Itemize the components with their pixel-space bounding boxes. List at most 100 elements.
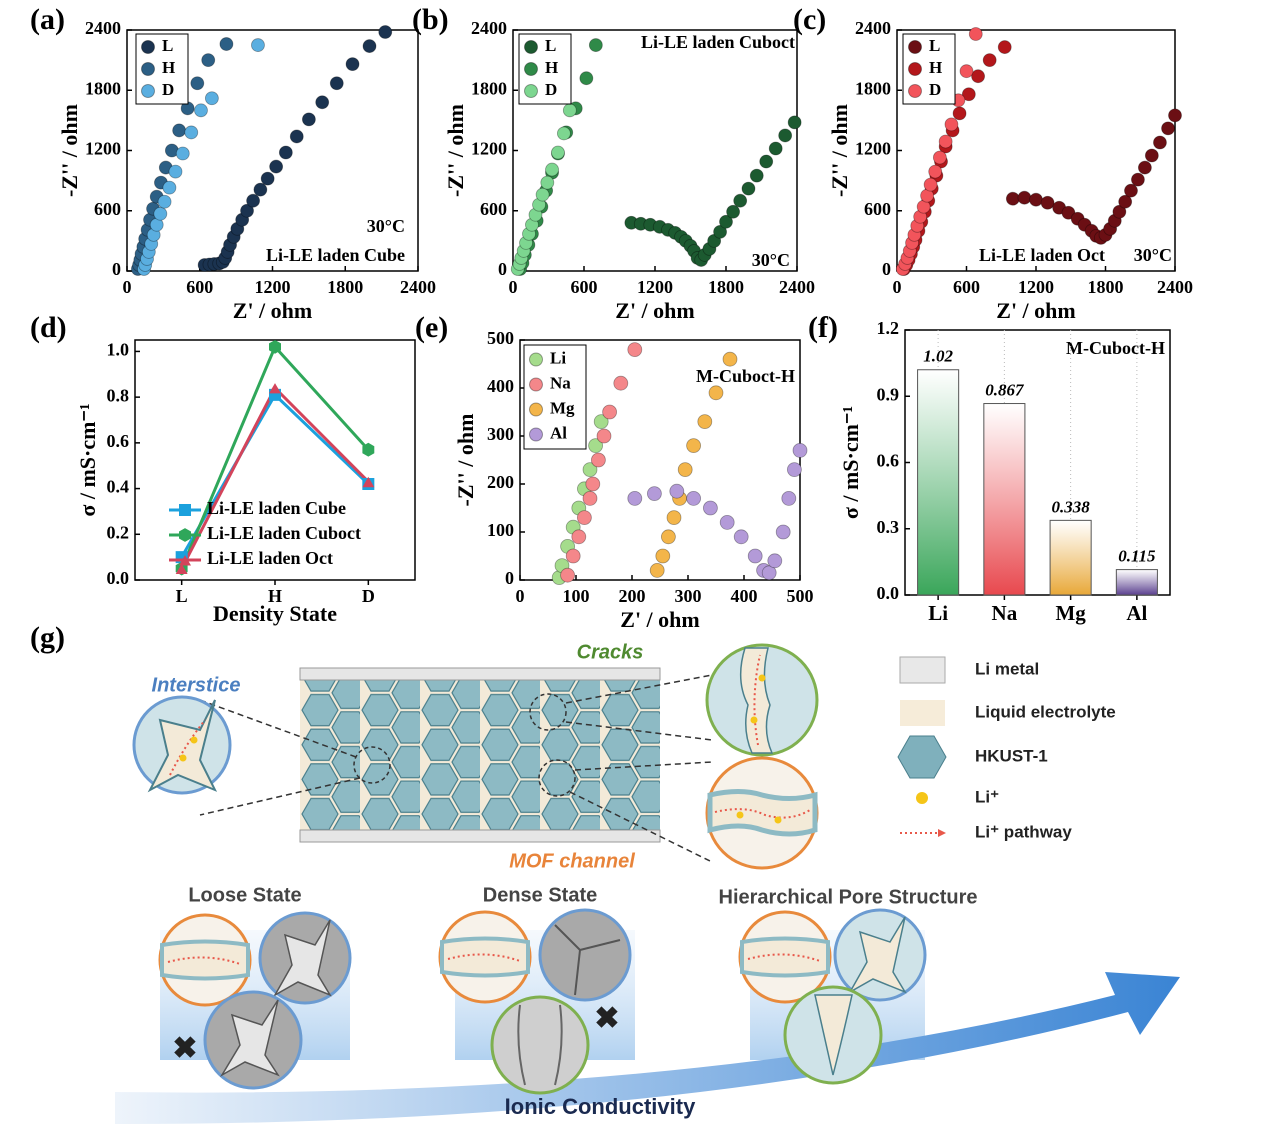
data-point xyxy=(582,462,598,478)
x-tick-label: 300 xyxy=(675,586,702,606)
y-tick-label: 0 xyxy=(882,259,891,279)
states: Loose State Dense State Hierarchical Por… xyxy=(115,884,1180,1125)
connector xyxy=(574,761,713,771)
data-point xyxy=(362,442,375,457)
chart-panel: (d) 0.0 0.2 0.4 0.6 0.8 1.0 L H D Density State σ /… xyxy=(30,311,416,626)
crack xyxy=(517,1004,563,1086)
schematic: Interstice Cracks MOF channel xyxy=(132,641,819,872)
x-tick-label: 1800 xyxy=(327,277,363,297)
data-point xyxy=(1131,172,1145,187)
data-point xyxy=(787,115,802,130)
chart-panel: (f) 0.0 0.3 0.6 0.9 1.2 Li Na Mg Al σ / mS·cm⁻¹ M-C… xyxy=(808,311,1171,625)
y-tick-label: 0 xyxy=(498,259,507,279)
x-tick-label: 0 xyxy=(516,586,525,606)
data-point xyxy=(677,462,693,478)
data-point xyxy=(719,515,735,530)
li-pathway xyxy=(169,719,206,776)
data-point xyxy=(968,27,983,41)
legend-marker xyxy=(908,62,922,76)
value-label: 0.338 xyxy=(1052,497,1091,516)
x-axis-label: Z' / ohm xyxy=(233,298,312,323)
y-tick-label: 1200 xyxy=(855,139,891,159)
plot-frame xyxy=(134,339,416,581)
data-point xyxy=(1017,190,1032,205)
data-point xyxy=(781,490,797,506)
data-point xyxy=(269,383,281,394)
y-tick-label: 200 xyxy=(487,472,514,492)
data-point xyxy=(749,168,764,183)
connector xyxy=(565,721,713,741)
data-point xyxy=(686,438,701,454)
blocked-mark: ✖ xyxy=(172,1032,197,1065)
data-point xyxy=(713,224,727,239)
data-point xyxy=(329,76,344,91)
data-point xyxy=(719,214,733,229)
data-point xyxy=(588,38,603,52)
data-point xyxy=(246,193,261,208)
value-label: 1.02 xyxy=(923,347,953,366)
y-tick-label: 0 xyxy=(505,568,514,588)
data-point xyxy=(545,162,559,177)
void xyxy=(219,999,280,1078)
data-point xyxy=(767,553,783,569)
legend-swatch xyxy=(899,656,946,684)
x-tick-label: 0 xyxy=(123,277,132,297)
connector xyxy=(565,674,713,704)
data-point xyxy=(588,438,603,454)
data-point xyxy=(961,87,976,102)
li-metal-top xyxy=(299,667,661,681)
data-point xyxy=(579,71,594,86)
data-point xyxy=(153,206,168,221)
legend-marker xyxy=(524,62,538,76)
interstice-circle xyxy=(538,908,632,1002)
data-point xyxy=(686,490,701,506)
void xyxy=(848,916,907,994)
data-point xyxy=(971,69,985,84)
data-point xyxy=(577,510,592,525)
data-point xyxy=(571,529,587,545)
value-label: 0.115 xyxy=(1118,547,1156,566)
x-tick-label: 2400 xyxy=(1157,277,1193,297)
y-tick-label: 400 xyxy=(487,376,514,396)
legend-marker xyxy=(529,352,543,367)
data-point xyxy=(184,125,199,140)
callout: Cracks xyxy=(577,641,644,663)
blocked-mark: ✖ xyxy=(594,1002,619,1035)
x-tick-label: 600 xyxy=(953,277,980,297)
data-point xyxy=(923,177,938,192)
data-point xyxy=(315,95,330,110)
data-point xyxy=(1112,204,1127,219)
data-point xyxy=(613,375,629,391)
channel xyxy=(160,939,250,981)
data-point xyxy=(747,548,763,564)
legend-marker xyxy=(908,40,922,54)
legend-label: Li-LE laden Cube xyxy=(207,498,346,518)
x-tick-label: 1800 xyxy=(708,277,744,297)
annotation: 30°C xyxy=(367,216,405,236)
data-point xyxy=(175,563,188,574)
legend-label: L xyxy=(545,36,556,55)
legend-label: L xyxy=(162,36,173,55)
data-point xyxy=(768,141,783,156)
data-point xyxy=(593,414,609,430)
data-point xyxy=(1137,160,1152,175)
data-point xyxy=(1029,192,1043,207)
trend-arrow xyxy=(115,972,1180,1125)
x-tick-label: 400 xyxy=(731,586,758,606)
x-tick-label: 2400 xyxy=(779,277,815,297)
data-point xyxy=(997,40,1012,54)
legend-label: Mg xyxy=(550,398,575,417)
panel-label: (b) xyxy=(412,3,449,36)
data-point xyxy=(952,106,967,121)
y-tick-label: 0 xyxy=(112,259,121,279)
y-tick-label: 2400 xyxy=(471,18,507,38)
data-point xyxy=(932,150,947,165)
li-pathway xyxy=(714,808,811,819)
crack xyxy=(814,994,853,1076)
value-label: 0.867 xyxy=(985,380,1025,399)
data-point xyxy=(761,565,777,581)
data-point xyxy=(175,146,190,161)
legend-label: D xyxy=(545,80,557,99)
data-point xyxy=(708,385,724,401)
